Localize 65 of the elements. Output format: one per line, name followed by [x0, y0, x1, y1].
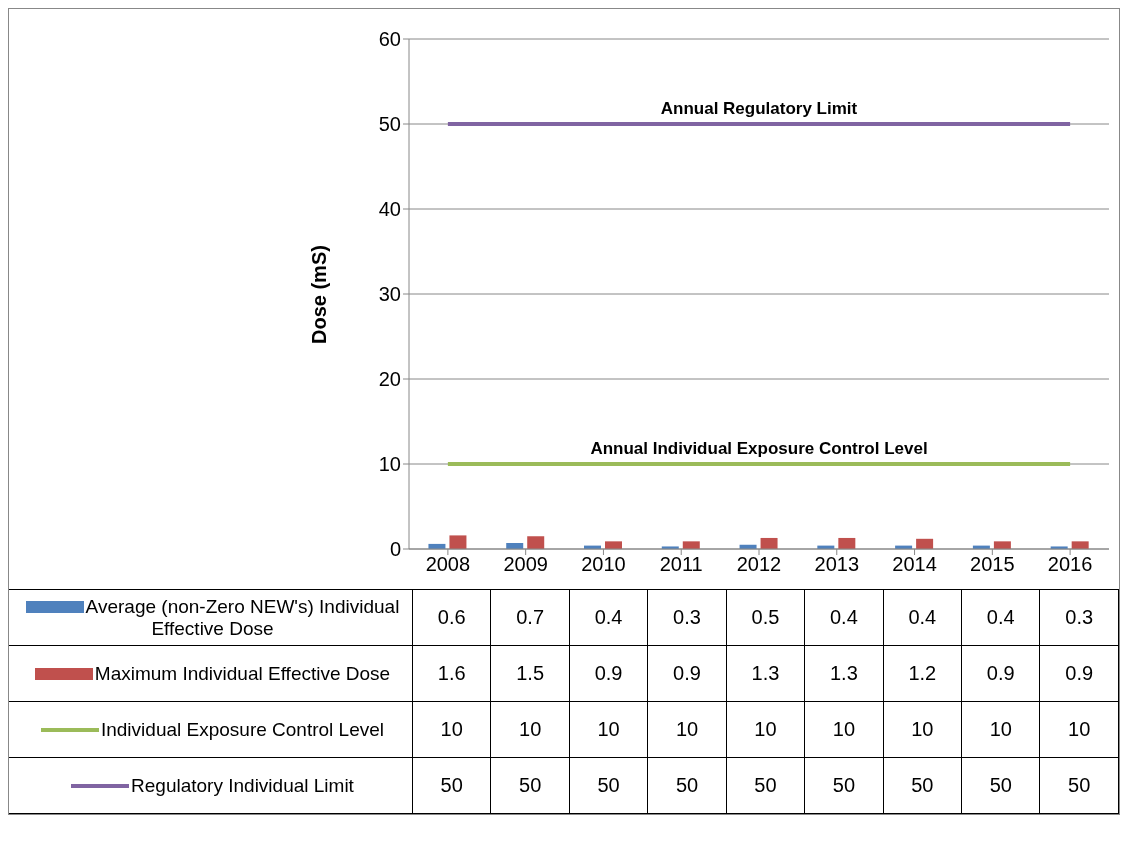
x-tick-label: 2008 [425, 553, 471, 576]
x-tick-label: 2010 [581, 553, 626, 576]
bar [682, 541, 700, 549]
data-label: 50 [569, 757, 648, 814]
data-label: 1.5 [490, 645, 570, 702]
data-label: 10 [804, 701, 884, 758]
y-tick-label: 0 [389, 538, 401, 561]
x-tick-label: 2009 [503, 553, 548, 576]
bar [605, 541, 622, 549]
data-label: 10 [883, 701, 962, 758]
data-label: 0.9 [569, 645, 648, 702]
data-label: 0.6 [412, 589, 491, 646]
data-label: 0.3 [647, 589, 727, 646]
data-label: 10 [569, 701, 648, 758]
data-label: 0.9 [647, 645, 727, 702]
x-tick-label: 2016 [1047, 553, 1093, 576]
y-tick-label: 10 [378, 453, 401, 476]
data-label: 1.2 [883, 645, 962, 702]
data-label: 50 [490, 757, 570, 814]
y-tick-label: 30 [378, 283, 401, 306]
x-tick-label: 2012 [736, 553, 782, 576]
y-tick-label: 20 [378, 368, 401, 391]
data-label: 10 [1039, 701, 1119, 758]
y-tick-label: 40 [378, 198, 401, 221]
data-label: 1.3 [726, 645, 805, 702]
data-label: 10 [647, 701, 727, 758]
data-label: 50 [1039, 757, 1119, 814]
bar [449, 535, 467, 549]
data-label: 10 [490, 701, 570, 758]
data-label: 0.4 [883, 589, 962, 646]
y-axis-title: Dose (mS) [308, 245, 331, 344]
data-label: 50 [961, 757, 1040, 814]
data-label: 50 [804, 757, 884, 814]
data-label: 10 [726, 701, 805, 758]
bar [838, 537, 856, 549]
bar [527, 536, 545, 549]
legend-label: Regulatory Individual Limit [9, 757, 413, 814]
data-label: 0.4 [804, 589, 884, 646]
data-label: 50 [726, 757, 805, 814]
bar [760, 537, 778, 549]
data-label: 0.7 [490, 589, 570, 646]
data-label: 50 [883, 757, 962, 814]
x-tick-label: 2015 [970, 553, 1015, 576]
data-label: 1.3 [804, 645, 884, 702]
annotation: Annual Regulatory Limit [660, 99, 858, 118]
data-label: 10 [961, 701, 1040, 758]
legend-label: Average (non-Zero NEW's) Individual Effective Dose [9, 589, 413, 646]
data-label: 0.5 [726, 589, 805, 646]
legend-label: Maximum Individual Effective Dose [9, 645, 413, 702]
data-label: 0.4 [569, 589, 648, 646]
data-label: 0.9 [1039, 645, 1119, 702]
annotation: Annual Individual Exposure Control Level [590, 439, 928, 458]
y-tick-label: 50 [378, 113, 401, 136]
legend-label: Individual Exposure Control Level [9, 701, 413, 758]
data-label: 1.6 [412, 645, 491, 702]
data-label: 50 [647, 757, 727, 814]
x-tick-label: 2014 [892, 553, 937, 576]
bar [993, 541, 1011, 549]
data-label: 0.4 [961, 589, 1040, 646]
x-tick-label: 2013 [814, 553, 860, 576]
data-label: 0.9 [961, 645, 1040, 702]
bar [1071, 541, 1089, 549]
data-label: 0.3 [1039, 589, 1119, 646]
y-tick-label: 60 [378, 28, 401, 51]
x-tick-label: 2011 [659, 553, 703, 576]
